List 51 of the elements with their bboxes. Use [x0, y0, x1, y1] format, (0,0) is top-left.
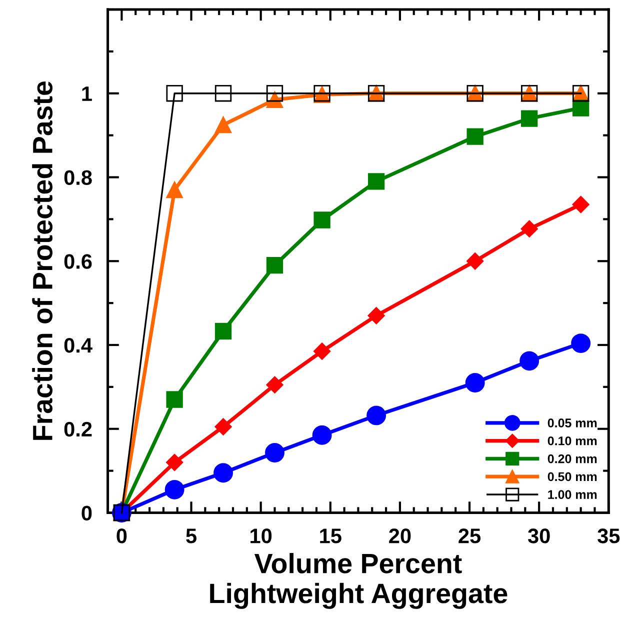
- point: [314, 212, 330, 228]
- legend-label: 0.20 mm: [548, 454, 597, 464]
- point: [265, 443, 284, 462]
- point: [466, 128, 484, 145]
- point: [166, 181, 183, 198]
- point: [214, 418, 232, 436]
- point: [214, 463, 233, 483]
- point: [164, 480, 184, 500]
- point: [571, 334, 591, 354]
- legend-label: 0.10 mm: [548, 436, 597, 446]
- point: [368, 307, 385, 324]
- point: [366, 406, 386, 426]
- x-tick-label: 5: [186, 528, 196, 544]
- point: [214, 322, 232, 340]
- y-tick-label: 1: [82, 86, 92, 101]
- x-axis-title: Volume Percent Lightweight Aggregate: [210, 552, 508, 609]
- point: [166, 85, 183, 102]
- point: [166, 391, 183, 408]
- x-tick-label: 20: [389, 528, 411, 544]
- point: [313, 342, 331, 360]
- point: [266, 256, 284, 274]
- point: [214, 116, 232, 134]
- x-tick-label: 15: [320, 528, 342, 544]
- y-tick-label: 0.6: [64, 254, 92, 269]
- point: [166, 454, 184, 471]
- legend-label: 1.00 mm: [548, 490, 597, 500]
- point: [214, 85, 232, 102]
- point: [520, 220, 538, 238]
- point: [572, 100, 590, 116]
- x-tick-label: 30: [528, 528, 550, 544]
- legend-label: 0.05 mm: [548, 418, 597, 428]
- y-tick-label: 0.4: [64, 338, 92, 353]
- point: [368, 173, 385, 190]
- point: [521, 110, 538, 127]
- point: [266, 376, 284, 394]
- legend-label: 0.50 mm: [548, 472, 597, 482]
- x-tick-label: 25: [458, 528, 481, 544]
- x-tick-label: 0: [116, 528, 127, 544]
- point: [520, 351, 540, 371]
- y-tick-label: 0.8: [64, 170, 92, 185]
- x-tick-label: 10: [250, 528, 272, 544]
- point: [312, 425, 332, 445]
- point: [572, 196, 590, 214]
- x-tick-label: 35: [598, 528, 620, 544]
- point: [466, 252, 484, 270]
- y-tick-label: 0.2: [64, 422, 92, 437]
- y-axis-title: Fraction of Protected Paste: [32, 81, 52, 440]
- y-tick-label: 0: [82, 506, 92, 520]
- point: [266, 85, 284, 102]
- point: [266, 91, 284, 108]
- point: [465, 373, 485, 392]
